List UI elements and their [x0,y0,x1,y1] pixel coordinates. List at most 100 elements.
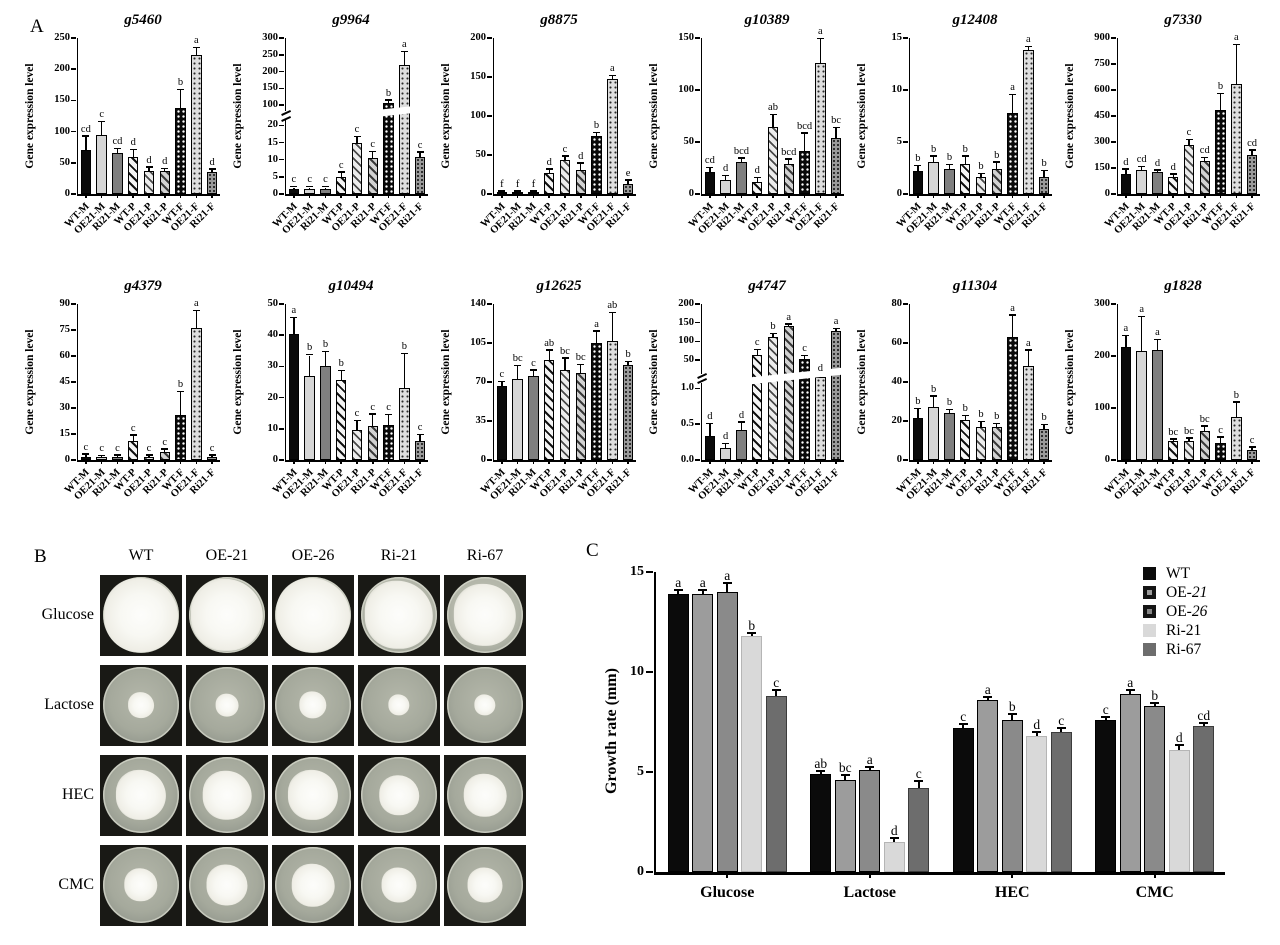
x-tick [308,460,311,464]
significance-letter: ab [768,101,778,113]
bar-OE21-F [191,55,202,194]
error-bar [775,691,778,696]
y-tick [487,381,492,383]
bar-WT-F [1215,442,1226,460]
significance-letter: d [890,823,898,838]
significance-letter: a [594,318,599,330]
bar-WT-M [912,171,924,194]
bar-Ri21-M [1152,172,1163,194]
bar-Lactose-Ri-21 [883,842,905,872]
significance-letter: c [209,442,215,454]
x-tick [1172,460,1174,464]
error-bar-cap [129,434,137,436]
axis-break-icon [280,111,292,120]
fungal-colony [364,580,434,650]
y-tick [487,154,492,156]
significance-letter: a [1233,31,1239,43]
y-tick-label: 15 [59,428,71,439]
x-tick [1011,872,1014,878]
error-bar-cap [753,348,761,351]
petri-photo-Glucose-WT [100,575,182,656]
bar-WT-F [1007,337,1018,460]
significance-letter: b [322,339,329,351]
error-bar [709,168,711,173]
error-bar-cap [545,349,553,351]
y-tick-label: 20 [891,415,903,426]
error-bar-cap [353,135,361,138]
y-tick-label: 600 [1094,84,1110,95]
error-bar-cap [1150,702,1160,704]
y-tick [695,303,700,305]
petri-dish [361,667,437,743]
error-bar [85,136,87,151]
chart-title: g8875 [540,12,578,28]
significance-letter: c [531,357,536,369]
gene-chart-g4747: g4747 Gene expression level 0.0 0.5 1.0 50 100… [648,278,859,536]
bar-WT-F [591,343,602,460]
y-tick [71,381,76,383]
y-tick-label: 60 [59,350,71,361]
error-bar-cap [369,151,377,153]
error-bar [1188,438,1190,441]
bar-WT-P [751,354,763,460]
y-tick [1111,355,1116,357]
x-tick [980,460,982,464]
y-tick-label: 105 [470,337,486,348]
petri-dish [361,847,437,923]
y-tick-label: 50 [683,354,695,366]
error-bar-cap [337,171,345,173]
x-tick [868,872,871,878]
y-tick [1111,167,1116,169]
bar-Ri21-P [367,425,379,460]
y-tick-label: 100 [54,125,70,137]
error-bar-cap [801,132,809,134]
error-bar [772,114,774,128]
error-bar [132,150,134,157]
bar-WT-M [1120,174,1132,194]
x-tick [548,194,550,198]
significance-letter: bc [838,760,852,775]
y-tick [71,130,76,133]
column-header-WT: WT [128,547,154,564]
error-bar [1027,47,1030,51]
x-tick [932,460,935,464]
y-tick-label: 100 [1094,402,1110,413]
significance-letter: c [130,422,136,434]
x-tick [356,194,358,198]
y-tick-label: 0 [272,454,278,465]
y-tick-label: 80 [891,298,903,309]
x-tick [1140,194,1143,198]
y-axis-line [908,38,910,194]
x-tick [179,194,182,198]
bar-OE21-M [304,188,315,194]
y-tick [695,340,700,343]
bar-WT-M [288,188,300,194]
significance-letter: b [1008,699,1016,714]
gene-chart-g11304: g11304 Gene expression level 0 20 40 60 80 b WT-… [856,278,1067,536]
error-bar-cap [385,414,393,416]
y-tick [695,193,700,195]
error-bar [709,424,711,437]
x-tick [1156,460,1159,464]
fungal-colony [124,868,158,902]
y-tick-label: 0 [896,454,902,465]
error-bar-cap [1153,169,1161,171]
plot-area: 0 50 100 150 200 250 cd WT-M c OE21-M cd Ri21-M d WT-… [54,32,220,236]
bar-Ri21-M [944,169,955,194]
significance-letter: c [773,675,780,690]
x-tick [819,194,822,198]
bar-WT-P [335,176,347,194]
y-tick [279,141,284,144]
error-bar [1172,174,1174,177]
gene-chart-g1828: g1828 Gene expression level 0 100 200 300 a WT-… [1064,278,1275,536]
petri-dish [103,667,179,743]
legend-label-italic: 26 [1191,602,1208,620]
error-bar [116,149,119,154]
bar-Ri21-M [112,456,123,460]
significance-letter: cd [1247,137,1258,149]
error-bar [1011,315,1014,338]
error-bar-cap [321,350,329,353]
error-bar-cap [840,774,850,776]
fungal-colony [467,867,503,903]
bar-Glucose-WT [667,594,689,872]
